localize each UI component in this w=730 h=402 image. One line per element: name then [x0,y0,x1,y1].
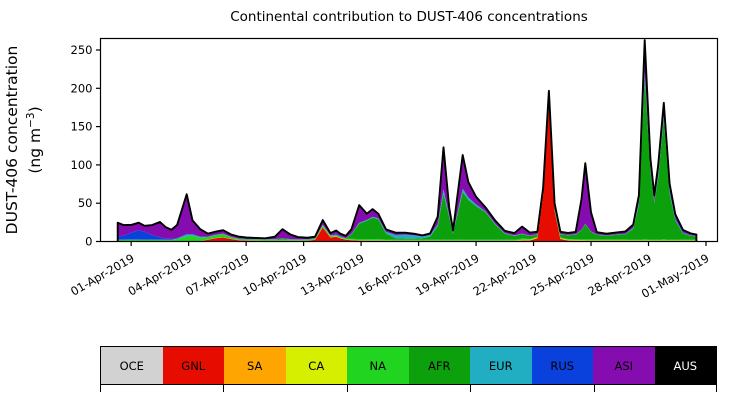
axes: 01-Apr-201904-Apr-201907-Apr-201910-Apr-… [68,37,719,301]
x-tick-label: 01-Apr-2019 [68,251,137,299]
legend-label-rus: RUS [550,358,575,373]
area-asi [117,40,697,240]
y-tick-label: 100 [71,158,93,172]
legend-label-asi: ASI [614,358,634,373]
chart-title: Continental contribution to DUST-406 con… [230,9,588,25]
y-tick-label: 150 [71,120,93,134]
y-tick-label: 50 [78,196,93,210]
legend-label-oce: OCE [119,358,144,373]
x-tick-label: 16-Apr-2019 [355,251,424,299]
y-axis-label-line2: (ng m−3) [25,106,44,173]
y-axis-units-close: ) [26,106,44,112]
x-tick-label: 07-Apr-2019 [183,251,252,299]
legend-label-ca: CA [308,358,325,373]
legend-item-gnl: GNL [162,347,224,384]
x-tick-label: 10-Apr-2019 [241,251,310,299]
y-axis-label-line1: DUST-406 concentration [3,46,21,235]
legend-label-gnl: GNL [181,358,206,373]
legend-label-na: NA [369,358,386,373]
area-na [117,98,697,241]
y-tick-label: 0 [85,235,92,249]
y-axis-units-exponent: −3 [25,112,37,127]
area-sa [117,99,697,242]
area-aus [117,40,697,239]
legend-tick [100,385,101,392]
legend-item-sa: SA [224,347,286,384]
legend-tick [346,385,348,392]
legend-label-aus: AUS [673,358,698,373]
stacked-areas [116,39,698,242]
legend-item-rus: RUS [531,347,593,384]
y-tick-label: 250 [71,43,93,57]
area-rus [117,72,697,240]
legend-item-na: NA [347,347,409,384]
legend-item-aus: AUS [654,347,716,384]
x-tick-label: 13-Apr-2019 [298,251,367,299]
legend-item-afr: AFR [408,347,470,384]
area-gnl [117,99,697,242]
legend-label-afr: AFR [428,358,451,373]
x-tick-label: 04-Apr-2019 [126,251,195,299]
total-concentration-line [116,39,698,242]
legend-item-eur: EUR [470,347,532,384]
legend-tick [223,385,225,392]
x-tick-label: 25-Apr-2019 [528,251,597,299]
area-eur [117,73,697,240]
area-ca [117,98,697,242]
legend-tick [716,385,717,392]
legend-label-sa: SA [247,358,263,373]
area-afr [117,76,697,241]
y-axis-units-base: (ng m [26,128,44,174]
legend-item-ca: CA [285,347,347,384]
legend-tick [470,385,472,392]
legend-tick [593,385,595,392]
y-tick-label: 200 [71,81,93,95]
x-tick-label: 22-Apr-2019 [470,251,539,299]
x-tick-label: 19-Apr-2019 [413,251,482,299]
legend-colorbar: OCE GNL SA CA NA AFR EUR RUS ASI AUS [100,346,717,394]
plot-frame [99,37,719,243]
legend-label-eur: EUR [488,358,513,373]
legend-item-oce: OCE [101,347,163,384]
legend-cells: OCE GNL SA CA NA AFR EUR RUS ASI AUS [100,346,717,385]
legend-item-asi: ASI [593,347,655,384]
legend-tick-row [100,385,717,394]
concentration-chart: Continental contribution to DUST-406 con… [3,9,719,301]
